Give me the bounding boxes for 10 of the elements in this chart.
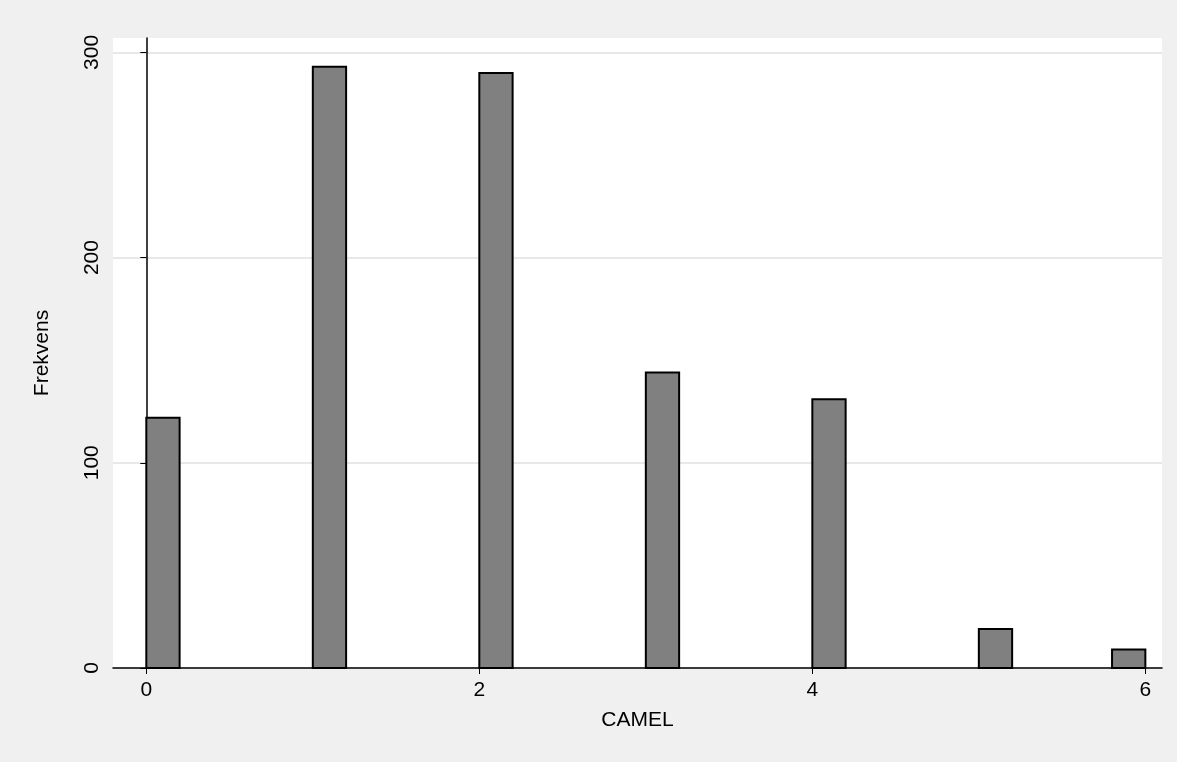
y-tick-label: 200 [79,240,102,276]
x-axis-title: CAMEL [601,707,674,730]
y-tick-label: 300 [79,34,102,70]
x-tick-label: 0 [140,677,153,700]
x-tick-label: 4 [806,677,819,700]
y-tick-label: 0 [79,662,102,674]
x-tick-label: 6 [1139,677,1152,700]
y-axis-title: Frekvens [29,309,52,397]
y-tick-label: 100 [79,445,102,481]
x-tick-label: 2 [473,677,486,700]
